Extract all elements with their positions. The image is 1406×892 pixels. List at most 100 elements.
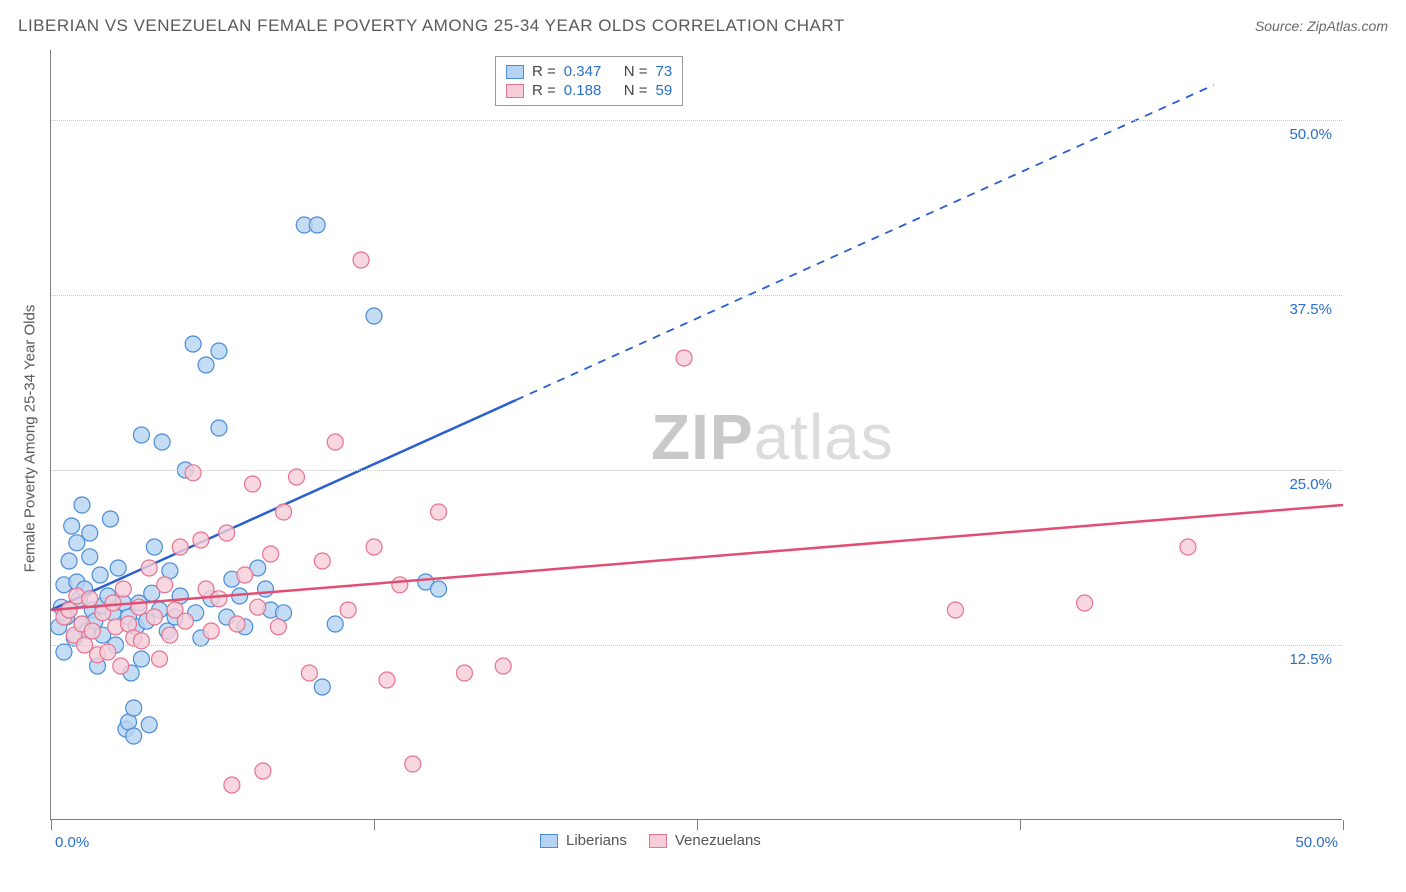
data-point (177, 613, 193, 629)
data-point (366, 308, 382, 324)
data-point (257, 581, 273, 597)
data-point (172, 539, 188, 555)
data-point (126, 700, 142, 716)
data-point (495, 658, 511, 674)
regression-line (51, 505, 1343, 610)
legend-series-label: Venezuelans (675, 832, 761, 849)
x-label-right: 50.0% (1295, 834, 1338, 851)
data-point (211, 420, 227, 436)
data-point (947, 602, 963, 618)
data-point (224, 777, 240, 793)
gridline (51, 470, 1342, 471)
data-point (301, 665, 317, 681)
data-point (133, 633, 149, 649)
data-point (1077, 595, 1093, 611)
legend-series-item: Venezuelans (649, 832, 761, 849)
data-point (152, 651, 168, 667)
chart-title: LIBERIAN VS VENEZUELAN FEMALE POVERTY AM… (18, 16, 845, 36)
gridline (51, 295, 1342, 296)
data-point (263, 546, 279, 562)
title-bar: LIBERIAN VS VENEZUELAN FEMALE POVERTY AM… (18, 16, 1388, 36)
y-tick-label: 25.0% (1289, 476, 1332, 493)
data-point (92, 567, 108, 583)
data-point (255, 763, 271, 779)
data-point (366, 539, 382, 555)
data-point (105, 595, 121, 611)
data-point (100, 644, 116, 660)
plot-area: ZIPatlas 12.5%25.0%37.5%50.0%0.0%50.0% (50, 50, 1342, 820)
legend-correlation: R = 0.347 N = 73 R = 0.188 N = 59 (495, 56, 683, 106)
data-point (431, 504, 447, 520)
regression-line-dashed (516, 85, 1214, 400)
legend-r-label: R = (532, 63, 556, 80)
data-point (126, 728, 142, 744)
legend-series-item: Liberians (540, 832, 627, 849)
data-point (146, 539, 162, 555)
legend-swatch (540, 834, 558, 848)
data-point (115, 581, 131, 597)
data-point (61, 553, 77, 569)
source-label: Source: ZipAtlas.com (1255, 18, 1388, 34)
x-tick (697, 820, 698, 830)
data-point (162, 627, 178, 643)
data-point (327, 616, 343, 632)
data-point (185, 465, 201, 481)
legend-swatch (506, 84, 524, 98)
data-point (56, 644, 72, 660)
data-point (146, 609, 162, 625)
y-axis-label: Female Poverty Among 25-34 Year Olds (22, 289, 39, 589)
data-point (211, 343, 227, 359)
data-point (314, 553, 330, 569)
data-point (102, 511, 118, 527)
x-label-left: 0.0% (55, 834, 89, 851)
legend-n-label: N = (624, 63, 648, 80)
x-tick (1020, 820, 1021, 830)
data-point (392, 577, 408, 593)
data-point (157, 577, 173, 593)
data-point (309, 217, 325, 233)
x-tick (51, 820, 52, 830)
x-tick (1343, 820, 1344, 830)
legend-r-label: R = (532, 82, 556, 99)
y-tick-label: 12.5% (1289, 651, 1332, 668)
legend-n-label: N = (624, 82, 648, 99)
data-point (229, 616, 245, 632)
data-point (1180, 539, 1196, 555)
data-point (82, 549, 98, 565)
legend-n-value: 59 (656, 82, 673, 99)
legend-series-label: Liberians (566, 832, 627, 849)
data-point (456, 665, 472, 681)
legend-correlation-row: R = 0.347 N = 73 (506, 63, 672, 80)
data-point (154, 434, 170, 450)
data-point (237, 567, 253, 583)
data-point (82, 525, 98, 541)
y-tick-label: 37.5% (1289, 301, 1332, 318)
data-point (245, 476, 261, 492)
data-point (353, 252, 369, 268)
data-point (198, 357, 214, 373)
y-tick-label: 50.0% (1289, 126, 1332, 143)
data-point (340, 602, 356, 618)
x-tick (374, 820, 375, 830)
data-point (133, 427, 149, 443)
data-point (82, 591, 98, 607)
data-point (276, 504, 292, 520)
data-point (133, 651, 149, 667)
legend-correlation-row: R = 0.188 N = 59 (506, 82, 672, 99)
data-point (193, 532, 209, 548)
legend-r-value: 0.347 (564, 63, 616, 80)
legend-r-value: 0.188 (564, 82, 616, 99)
data-point (64, 518, 80, 534)
data-point (327, 434, 343, 450)
legend-swatch (649, 834, 667, 848)
gridline (51, 645, 1342, 646)
data-point (219, 525, 235, 541)
data-point (84, 623, 100, 639)
data-point (141, 717, 157, 733)
data-point (185, 336, 201, 352)
data-point (314, 679, 330, 695)
legend-series: Liberians Venezuelans (540, 832, 761, 849)
data-point (74, 497, 90, 513)
legend-n-value: 73 (656, 63, 673, 80)
data-point (405, 756, 421, 772)
